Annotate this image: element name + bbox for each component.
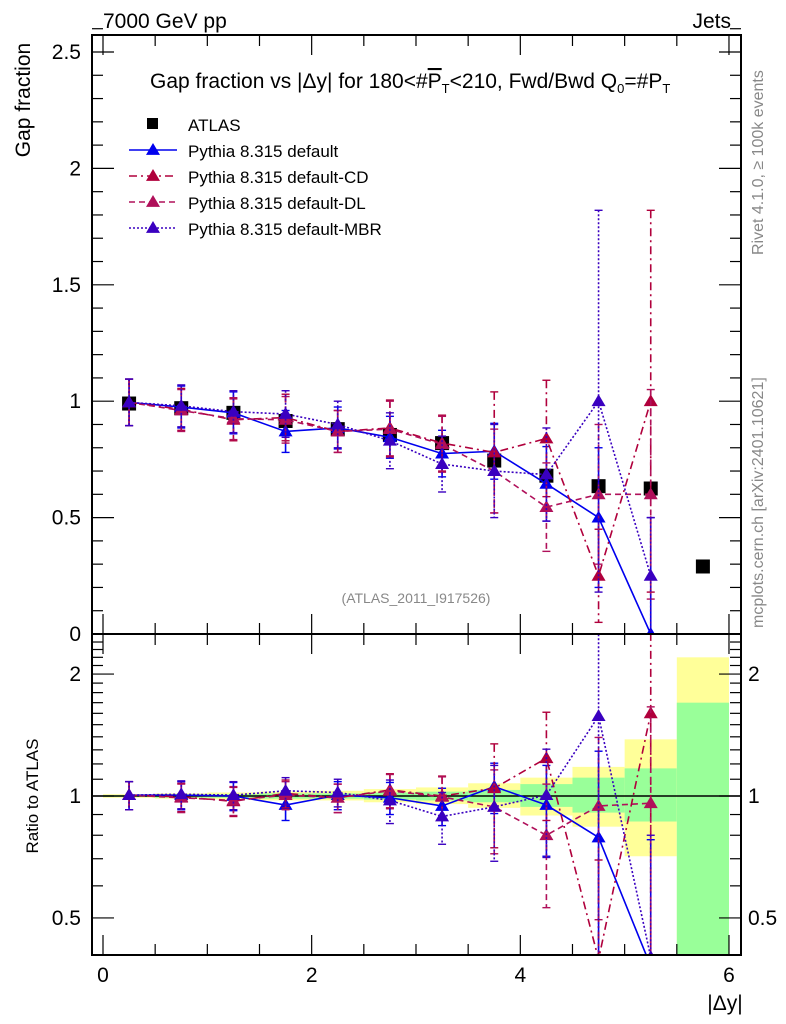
- ratio-data-point: [591, 830, 606, 843]
- data-point: [435, 457, 450, 469]
- series-pythia-8-315-default-mbr: [122, 209, 658, 634]
- ratio-y-axis-label: Ratio to ATLAS: [23, 739, 42, 854]
- data-point: [226, 411, 241, 424]
- ratio-y-tick-label-right: 0.5: [748, 907, 777, 930]
- ratio-data-point: [278, 783, 293, 796]
- rivet-label: Rivet 4.1.0, ≥ 100k events: [750, 70, 767, 255]
- legend-item: ATLAS: [147, 116, 241, 135]
- ratio-data-point: [591, 798, 606, 811]
- data-point: [382, 433, 397, 446]
- ratio-series-line: [129, 713, 652, 955]
- ratio-y-tick-label-left: 2: [69, 663, 81, 686]
- ratio-y-tick-label-right: 1: [748, 785, 760, 808]
- legend: ATLAS Pythia 8.315 default Pythia 8.315 de…: [129, 116, 382, 239]
- x-tick-label: 0: [97, 964, 109, 987]
- main-y-tick-label: 0.5: [52, 507, 81, 530]
- legend-marker-triangle: [146, 169, 160, 181]
- mcplots-label: mcplots.cern.ch [arXiv:2401.10621]: [750, 377, 767, 628]
- title-pt1-sub: T: [442, 81, 450, 96]
- data-point: [226, 404, 241, 417]
- ratio-data-point: [122, 788, 137, 801]
- main-y-tick-label: 2: [69, 157, 81, 180]
- title-middle: <210, Fwd/Bwd Q: [450, 70, 618, 93]
- plot-title: Gap fraction vs |Δy| for 180<#PT<210, Fw…: [150, 70, 670, 96]
- legend-label: Pythia 8.315 default-DL: [188, 194, 366, 213]
- title-q-sub: 0: [617, 81, 624, 96]
- ratio-data-point: [226, 788, 241, 801]
- legend-marker-triangle: [146, 221, 160, 233]
- x-axis-label: |Δy|: [707, 992, 742, 1015]
- data-point: [487, 464, 502, 476]
- data-point: [539, 500, 554, 513]
- ratio-data-point: [647, 950, 654, 955]
- title-pt2: P: [648, 70, 662, 93]
- legend-marker-triangle: [146, 143, 160, 155]
- ratio-data-point: [435, 789, 450, 802]
- x-tick-label: 2: [306, 964, 318, 987]
- analysis-watermark: (ATLAS_2011_I917526): [342, 590, 491, 606]
- ratio-data-point: [539, 788, 554, 801]
- atlas-data-point: [695, 559, 710, 574]
- ratio-bands: [103, 657, 729, 955]
- legend-label: Pythia 8.315 default-CD: [188, 168, 369, 187]
- legend-item: Pythia 8.315 default: [129, 142, 339, 161]
- main-y-axis-label: Gap fraction: [12, 43, 35, 157]
- ratio-data-point: [539, 751, 554, 764]
- ratio-data-point: [644, 959, 658, 971]
- main-y-tick-label: 1.5: [52, 274, 81, 297]
- data-point: [539, 467, 554, 480]
- main-y-tick-label: 1: [69, 390, 81, 413]
- axes-layer: 0 2 4 6 0 0.5 1 1.5 2 2.5 0.5 0.5 1 1 2 2: [52, 28, 777, 987]
- ratio-data-point: [435, 809, 450, 822]
- x-tick-label: 6: [723, 964, 735, 987]
- series-atlas: [122, 396, 710, 574]
- x-tick-label: 4: [514, 964, 526, 987]
- data-point: [122, 395, 137, 408]
- main-y-tick-label: 2.5: [52, 41, 81, 64]
- title-pt1: P: [428, 70, 442, 93]
- ratio-data-point: [330, 785, 345, 798]
- energy-label: 7000 GeV pp: [103, 10, 227, 33]
- main-series-layer: [122, 209, 710, 634]
- legend-label: Pythia 8.315 default-MBR: [188, 220, 382, 239]
- series-pythia-8-315-default-dl: [122, 378, 658, 600]
- data-point: [174, 398, 189, 411]
- data-point: [382, 422, 397, 435]
- ratio-stat-band: [676, 702, 729, 955]
- ratio-data-point: [643, 796, 658, 809]
- ratio-y-tick-label-right: 2: [748, 663, 760, 686]
- data-point: [643, 568, 658, 581]
- ratio-data-point: [382, 793, 397, 806]
- main-y-tick-label: 0: [69, 623, 81, 646]
- title-pt2-sub: T: [662, 81, 670, 96]
- ratio-data-point: [174, 787, 189, 800]
- data-point: [643, 487, 658, 500]
- category-label: Jets: [692, 10, 731, 33]
- title-equals: =#: [624, 70, 648, 93]
- data-point: [435, 437, 450, 450]
- ratio-data-point: [487, 799, 502, 812]
- legend-label: Pythia 8.315 default: [188, 142, 339, 161]
- data-point: [591, 487, 606, 500]
- ratio-data-point: [591, 709, 606, 722]
- title-prefix: Gap fraction vs |Δy| for 180<#: [150, 70, 428, 93]
- data-point: [591, 394, 606, 407]
- legend-marker-triangle: [146, 195, 160, 207]
- legend-label: ATLAS: [188, 116, 241, 135]
- legend-item: Pythia 8.315 default-MBR: [129, 220, 382, 239]
- legend-marker-square: [147, 118, 158, 129]
- data-point: [278, 407, 293, 419]
- legend-item: Pythia 8.315 default-DL: [129, 194, 366, 213]
- ratio-series-line: [129, 714, 652, 955]
- ratio-series-pythia-8-315-default-dl: [122, 706, 658, 955]
- ratio-y-tick-label-left: 0.5: [52, 907, 81, 930]
- data-point: [330, 417, 345, 430]
- ratio-y-tick-label-left: 1: [69, 785, 81, 808]
- legend-item: Pythia 8.315 default-CD: [129, 168, 369, 187]
